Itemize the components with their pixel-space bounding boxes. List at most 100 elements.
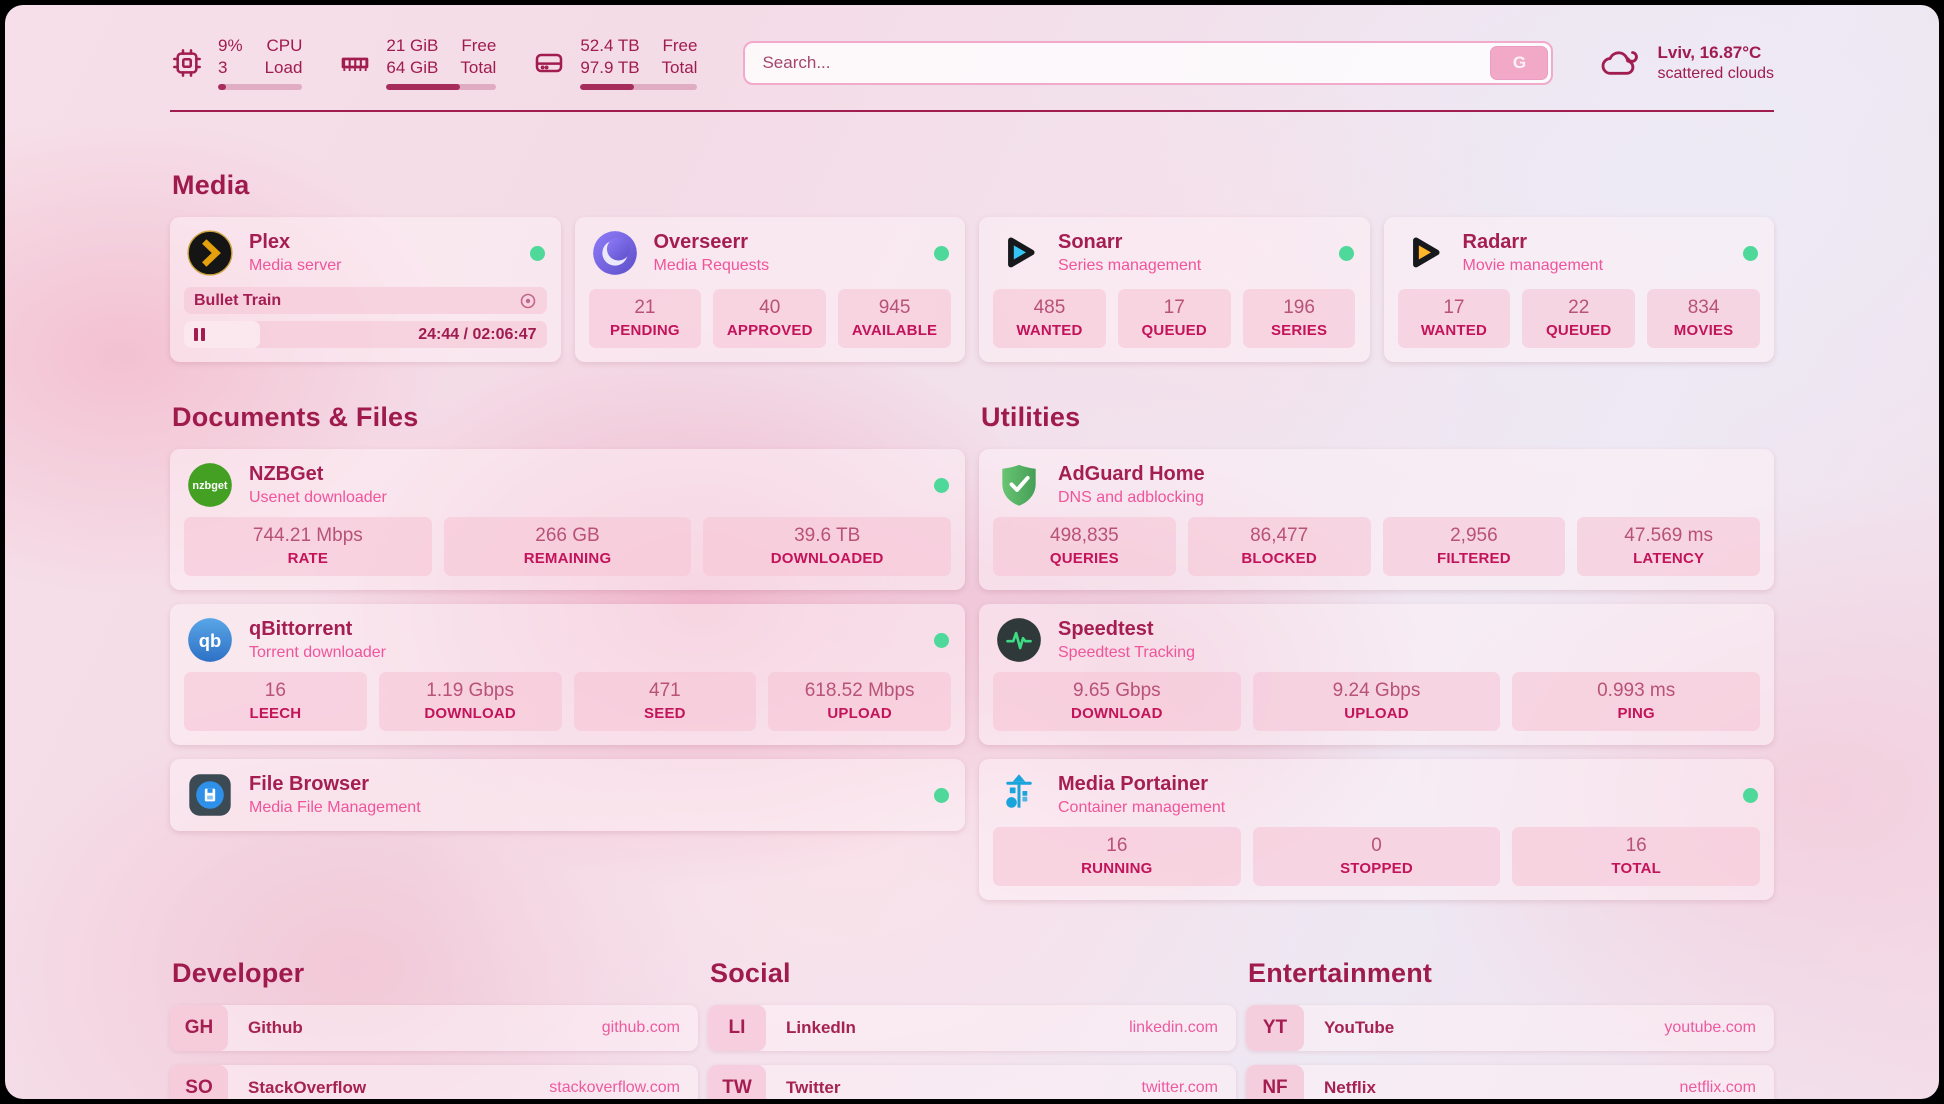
- stat-label: REMAINING: [523, 550, 612, 568]
- stat-label: MOVIES: [1673, 322, 1734, 340]
- app-link-radarr[interactable]: Radarr Movie management: [1384, 217, 1775, 285]
- stat-tile: 471 SEED: [573, 672, 757, 732]
- qbittorrent-icon: qb: [186, 616, 234, 664]
- stat-label: TOTAL: [1611, 860, 1661, 878]
- app-link-adguard[interactable]: AdGuard Home DNS and adblocking: [979, 449, 1774, 517]
- app-link-nzbget[interactable]: nzbget NZBGet Usenet downloader: [170, 449, 965, 517]
- resource-label: Free: [461, 36, 497, 55]
- weather-widget: Lviv, 16.87°C scattered clouds: [1599, 43, 1774, 83]
- service-card-speedtest: Speedtest Speedtest Tracking 9.65 Gbps D…: [979, 604, 1774, 746]
- app-subtitle: DNS and adblocking: [1058, 489, 1204, 507]
- app-title: File Browser: [249, 773, 370, 796]
- cpu-widget: 9% 3 CPU Load: [170, 35, 303, 91]
- status-dot: [1743, 787, 1758, 803]
- app-link-sonarr[interactable]: Sonarr Series management: [979, 217, 1370, 285]
- app-subtitle: Movie management: [1462, 257, 1604, 275]
- app-subtitle: Speedtest Tracking: [1058, 644, 1195, 662]
- stat-value: 0.993 ms: [1597, 680, 1676, 702]
- status-dot: [934, 245, 949, 261]
- stat-tile: 196 SERIES: [1242, 289, 1356, 349]
- bookmark-github[interactable]: GH Github github.com: [170, 1005, 698, 1052]
- service-card-filebrowser: File Browser Media File Management: [170, 759, 965, 832]
- stat-label: FILTERED: [1436, 550, 1511, 568]
- bookmark-stackoverflow[interactable]: SO StackOverflow stackoverflow.com: [170, 1065, 698, 1099]
- stat-tile: 9.65 Gbps DOWNLOAD: [993, 672, 1241, 732]
- now-playing-progress-row[interactable]: 24:44 / 02:06:47: [184, 321, 547, 349]
- stat-tile: 9.24 Gbps UPLOAD: [1252, 672, 1501, 732]
- app-subtitle: Container management: [1058, 799, 1226, 817]
- service-card-plex: Plex Media server Bullet Train: [170, 217, 561, 363]
- overseerr-icon: [591, 229, 639, 277]
- section-title-documents: Documents & Files: [172, 402, 419, 433]
- weather-condition: scattered clouds: [1657, 64, 1774, 82]
- stat-label: UPLOAD: [827, 705, 892, 723]
- stat-tile: 16 RUNNING: [993, 827, 1241, 887]
- stat-value: 744.21 Mbps: [252, 525, 363, 547]
- resource-value: 21 GiB: [386, 36, 439, 55]
- bookmark-youtube[interactable]: YT YouTube youtube.com: [1246, 1005, 1774, 1052]
- disk-progress-bar: [580, 84, 698, 91]
- bookmark-netflix[interactable]: NF Netflix netflix.com: [1246, 1065, 1774, 1099]
- bookmark-url: youtube.com: [1664, 1019, 1756, 1037]
- bookmark-linkedin[interactable]: LI LinkedIn linkedin.com: [708, 1005, 1236, 1052]
- svg-text:qb: qb: [199, 630, 221, 651]
- section-title-utilities: Utilities: [981, 402, 1081, 433]
- adguard-icon: [995, 461, 1043, 509]
- app-link-portainer[interactable]: Media Portainer Container management: [979, 759, 1774, 827]
- stat-label: SERIES: [1270, 322, 1328, 340]
- section-social: Social LI LinkedIn linkedin.com TW Twitt…: [708, 958, 1236, 1099]
- stat-tile: 1.19 Gbps DOWNLOAD: [378, 672, 562, 732]
- resource-widgets: 9% 3 CPU Load: [170, 35, 698, 91]
- app-title: AdGuard Home: [1058, 463, 1205, 486]
- bookmark-twitter[interactable]: TW Twitter twitter.com: [708, 1065, 1236, 1099]
- app-subtitle: Media server: [249, 257, 342, 275]
- stat-tile: 2,956 FILTERED: [1382, 517, 1566, 577]
- app-link-speedtest[interactable]: Speedtest Speedtest Tracking: [979, 604, 1774, 672]
- pause-icon[interactable]: [194, 328, 205, 342]
- stat-label: QUERIES: [1049, 550, 1119, 568]
- app-link-overseerr[interactable]: Overseerr Media Requests: [575, 217, 966, 285]
- app-title: Plex: [249, 231, 291, 254]
- stat-tile: 39.6 TB DOWNLOADED: [703, 517, 952, 577]
- bookmark-name: Github: [248, 1018, 303, 1038]
- stat-tile: 945 AVAILABLE: [838, 289, 951, 349]
- stat-label: PENDING: [610, 322, 680, 340]
- app-title: NZBGet: [249, 463, 324, 486]
- app-title: Radarr: [1462, 231, 1527, 254]
- resource-value: 97.9 TB: [580, 58, 640, 78]
- stat-value: 47.569 ms: [1624, 525, 1713, 547]
- service-card-overseerr: Overseerr Media Requests 21 PENDING 40 A…: [574, 217, 966, 363]
- stat-label: QUEUED: [1546, 322, 1612, 340]
- bookmark-url: github.com: [601, 1019, 680, 1037]
- bookmark-abbr: TW: [708, 1065, 766, 1099]
- bookmark-abbr: GH: [170, 1005, 228, 1052]
- now-playing-title-row: Bullet Train: [184, 287, 547, 315]
- stat-tile: 16 TOTAL: [1512, 827, 1761, 887]
- app-subtitle: Series management: [1058, 257, 1202, 275]
- stat-tile: 17 WANTED: [1397, 289, 1511, 349]
- bookmark-name: StackOverflow: [248, 1078, 367, 1098]
- stat-value: 2,956: [1450, 525, 1498, 547]
- bookmark-name: Twitter: [786, 1078, 841, 1098]
- bookmark-name: Netflix: [1324, 1078, 1376, 1098]
- search-input[interactable]: [748, 52, 1491, 73]
- stat-label: QUEUED: [1141, 322, 1207, 340]
- app-title: Overseerr: [653, 231, 749, 254]
- stat-value: 39.6 TB: [794, 525, 861, 547]
- app-link-qbittorrent[interactable]: qb qBittorrent Torrent downloader: [170, 604, 965, 672]
- memory-progress-bar: [386, 84, 497, 91]
- stat-tile: 266 GB REMAINING: [443, 517, 692, 577]
- app-link-plex[interactable]: Plex Media server: [170, 217, 561, 285]
- app-title: qBittorrent: [249, 618, 353, 641]
- service-card-qbittorrent: qb qBittorrent Torrent downloader: [170, 604, 965, 746]
- cloud-icon: [1599, 45, 1643, 81]
- status-dot: [529, 245, 545, 261]
- section-developer: Developer GH Github github.com SO StackO…: [170, 958, 698, 1099]
- bookmark-abbr: YT: [1246, 1005, 1304, 1052]
- app-link-filebrowser[interactable]: File Browser Media File Management: [170, 759, 965, 831]
- status-dot: [934, 787, 949, 803]
- stat-tile: 485 WANTED: [993, 289, 1106, 349]
- stat-tile: 0 STOPPED: [1252, 827, 1501, 887]
- search-provider-button[interactable]: G: [1490, 45, 1549, 80]
- stat-tile: 86,477 BLOCKED: [1187, 517, 1371, 577]
